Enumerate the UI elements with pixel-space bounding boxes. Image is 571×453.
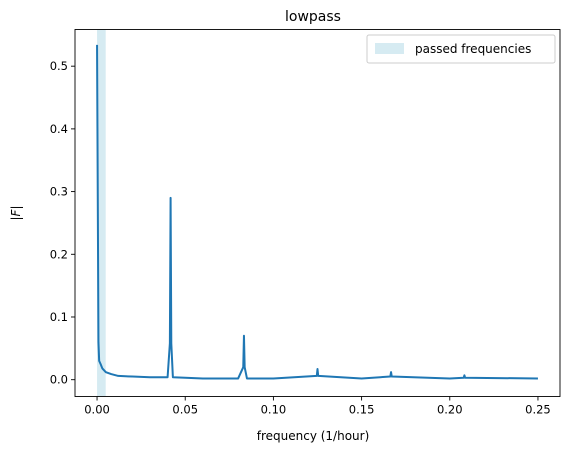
y-tick-label: 0.5 (50, 59, 68, 73)
x-tick-label: 0.25 (525, 403, 551, 417)
series-line-0 (96, 44, 538, 380)
legend-box (366, 34, 556, 64)
chart-title: lowpass (285, 9, 341, 25)
legend-swatch (375, 43, 404, 54)
y-tick-label: 0.2 (50, 247, 68, 261)
y-tick-label: 0.0 (50, 373, 68, 387)
x-axis-label: frequency (1/hour) (257, 429, 370, 443)
y-axis-label: |F| (9, 206, 23, 221)
y-tick-label: 0.3 (50, 185, 68, 199)
legend-label: passed frequencies (415, 42, 531, 56)
x-tick-label: 0.05 (172, 403, 198, 417)
x-tick-label: 0.15 (349, 403, 375, 417)
legend: passed frequencies (366, 34, 556, 64)
y-tick-label: 0.4 (50, 122, 68, 136)
x-tick-label: 0.00 (84, 403, 110, 417)
x-tick-label: 0.20 (437, 403, 463, 417)
x-tick-label: 0.10 (261, 403, 287, 417)
y-tick-label: 0.1 (50, 310, 68, 324)
passband-region (97, 29, 106, 397)
plot-area-frame (74, 29, 561, 397)
